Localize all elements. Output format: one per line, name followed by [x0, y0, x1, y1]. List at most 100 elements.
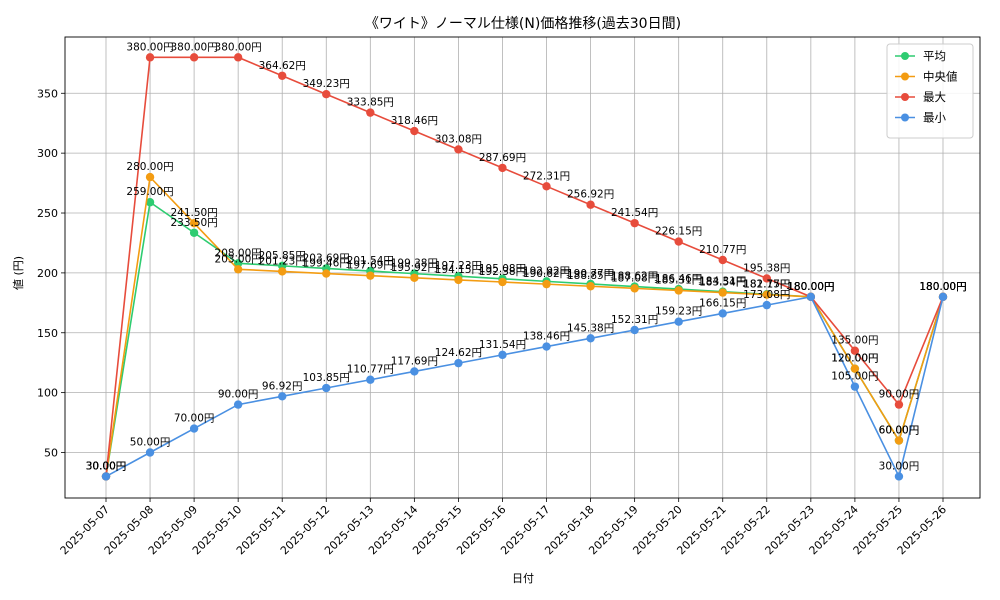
data-label: 30.00円	[86, 460, 127, 472]
data-point	[894, 436, 904, 445]
data-label: 186.46円	[655, 273, 702, 285]
data-point	[145, 172, 155, 182]
data-point	[233, 259, 243, 268]
series-line	[105, 295, 944, 479]
data-point	[850, 346, 860, 355]
y-tick-label: 200	[37, 267, 58, 280]
data-point	[850, 382, 860, 391]
legend-marker	[901, 72, 909, 81]
data-label: 195.08円	[479, 263, 526, 275]
grid	[65, 37, 980, 498]
data-label: 90.00円	[879, 389, 920, 401]
legend-item: 最大	[895, 90, 946, 104]
data-point	[630, 284, 639, 293]
data-label: 188.62円	[611, 271, 658, 283]
data-label: 203.69円	[303, 252, 350, 264]
data-point	[454, 145, 463, 154]
data-label: 117.69円	[391, 355, 438, 367]
data-label: 201.54円	[347, 255, 394, 267]
data-point	[498, 277, 507, 287]
data-point	[278, 71, 287, 80]
data-label: 192.92円	[523, 265, 570, 277]
data-label: 190.77円	[567, 268, 614, 280]
data-label: 124.62円	[435, 347, 482, 359]
data-point	[145, 53, 155, 62]
data-label: 192.38円	[479, 266, 526, 278]
data-label: 380.00円	[170, 41, 217, 53]
data-point	[718, 288, 727, 297]
data-label: 272.31円	[523, 170, 570, 182]
y-tick-label: 50	[44, 446, 58, 459]
data-point	[189, 228, 199, 237]
data-point	[498, 350, 507, 360]
data-label: 50.00円	[130, 436, 171, 448]
data-label: 103.85円	[303, 372, 350, 384]
data-point	[894, 400, 904, 409]
data-label: 194.15円	[435, 264, 482, 276]
legend-label: 中央値	[923, 70, 958, 84]
data-label: 195.38円	[743, 262, 790, 274]
y-tick-label: 100	[37, 387, 58, 400]
data-point	[233, 400, 243, 409]
data-label: 287.69円	[479, 152, 526, 164]
data-point	[674, 237, 683, 246]
data-label: 185.31円	[655, 274, 702, 286]
data-label: 110.77円	[347, 364, 394, 376]
data-label: 233.50円	[170, 217, 217, 229]
data-label: 201.23円	[259, 255, 306, 267]
data-labels: 30.00円 259.00円 233.50円 208.00円205.85円203.69…	[86, 41, 967, 472]
data-label: 138.46円	[523, 331, 570, 343]
data-label: 181.77円	[743, 279, 790, 291]
data-point	[850, 364, 860, 373]
data-label: 183.54円	[699, 277, 746, 289]
data-point	[454, 358, 463, 368]
legend-label: 最大	[923, 90, 946, 104]
data-label: 380.00円	[126, 41, 173, 53]
data-point	[674, 286, 683, 295]
data-label: 241.54円	[611, 207, 658, 219]
data-label: 184.31円	[699, 276, 746, 288]
data-label: 180.00円	[919, 281, 966, 293]
data-label: 145.38円	[567, 322, 614, 334]
series-4	[101, 292, 948, 481]
data-label: 349.23円	[303, 78, 350, 90]
data-point	[718, 309, 727, 318]
data-point	[189, 424, 199, 433]
data-point	[366, 108, 375, 117]
data-point	[762, 274, 771, 283]
data-label: 259.00円	[126, 186, 173, 198]
data-label: 120.00円	[831, 353, 878, 365]
y-tick-label: 250	[37, 207, 58, 220]
data-label: 195.92円	[391, 262, 438, 274]
series-line	[105, 175, 944, 477]
data-label: 60.00円	[879, 425, 920, 437]
data-point	[894, 472, 904, 481]
data-label: 241.50円	[170, 207, 217, 219]
data-label: 70.00円	[174, 413, 215, 425]
data-point	[542, 182, 551, 191]
data-label: 180.00円	[787, 281, 834, 293]
data-label: 197.69円	[347, 260, 394, 272]
data-point	[630, 325, 639, 335]
data-label: 199.46円	[303, 258, 350, 270]
data-label: 180.00円	[919, 281, 966, 293]
data-label: 30.00円	[86, 460, 127, 472]
data-point	[454, 275, 463, 285]
data-label: 166.15円	[699, 297, 746, 309]
series-line	[105, 56, 944, 477]
data-label: 180.00円	[919, 281, 966, 293]
data-point	[366, 271, 375, 280]
data-point	[410, 367, 419, 376]
data-label: 152.31円	[611, 314, 658, 326]
data-label: 318.46円	[391, 115, 438, 127]
data-label: 210.77円	[699, 244, 746, 256]
data-point	[762, 300, 771, 310]
data-label: 364.62円	[259, 60, 306, 72]
data-point	[145, 448, 155, 457]
data-point	[278, 267, 287, 276]
legend-item: 中央値	[895, 70, 958, 84]
legend-marker	[901, 93, 909, 101]
data-label: 60.00円	[879, 425, 920, 437]
data-label: 90.00円	[218, 389, 259, 401]
